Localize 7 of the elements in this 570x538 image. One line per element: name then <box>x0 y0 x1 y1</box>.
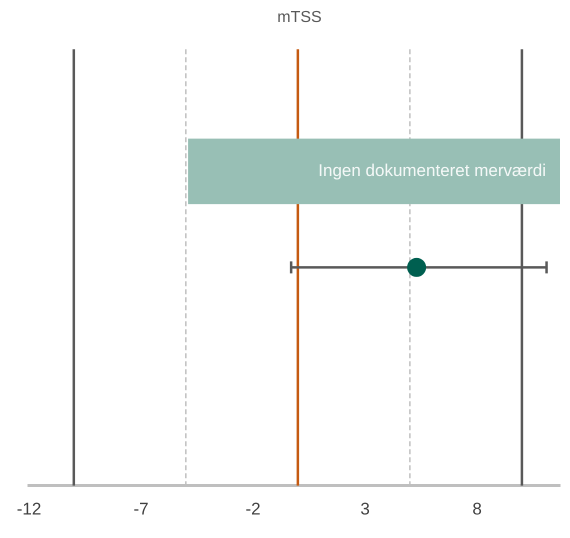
x-tick-label: -7 <box>133 499 149 518</box>
band-label: Ingen dokumenteret merværdi <box>318 161 546 180</box>
x-tick-label: -12 <box>16 499 42 518</box>
x-tick-label: 8 <box>472 499 482 518</box>
chart-title: mTSS <box>277 9 322 26</box>
x-tick-label: 3 <box>360 499 370 518</box>
x-tick-label: -2 <box>245 499 261 518</box>
